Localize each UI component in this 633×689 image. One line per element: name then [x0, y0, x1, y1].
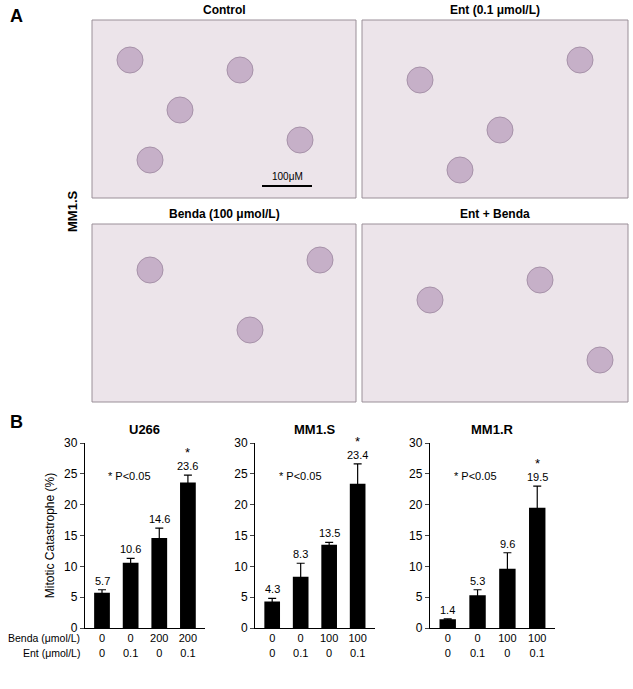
svg-text:Benda (μmol/L): Benda (μmol/L) — [8, 632, 80, 644]
svg-text:00.1: 00.1 — [470, 632, 485, 658]
svg-text:Ent (μmol/L): Ent (μmol/L) — [23, 647, 80, 659]
svg-text:0: 0 — [416, 621, 423, 635]
svg-text:1000: 1000 — [498, 632, 516, 658]
svg-text:00: 00 — [99, 632, 105, 658]
svg-text:A: A — [10, 6, 23, 26]
svg-text:10: 10 — [409, 560, 423, 574]
svg-text:0: 0 — [241, 621, 248, 635]
svg-text:Mitotic Catastrophe (%): Mitotic Catastrophe (%) — [43, 473, 57, 598]
svg-text:30: 30 — [234, 436, 248, 450]
svg-text:MM1.S: MM1.S — [294, 422, 336, 437]
svg-text:15: 15 — [64, 529, 78, 543]
svg-text:1000: 1000 — [320, 632, 338, 658]
svg-text:8.3: 8.3 — [293, 548, 308, 560]
svg-text:1000.1: 1000.1 — [348, 632, 366, 658]
svg-text:*: * — [355, 434, 360, 449]
svg-text:00.1: 00.1 — [123, 632, 138, 658]
svg-text:00.1: 00.1 — [293, 632, 308, 658]
svg-text:5: 5 — [416, 590, 423, 604]
svg-text:2000.1: 2000.1 — [179, 632, 197, 658]
svg-text:30: 30 — [409, 436, 423, 450]
svg-text:5: 5 — [71, 590, 78, 604]
svg-text:20: 20 — [409, 498, 423, 512]
svg-text:B: B — [10, 412, 23, 432]
svg-text:23.4: 23.4 — [347, 449, 368, 461]
svg-text:23.6: 23.6 — [177, 460, 198, 472]
svg-text:*: * — [535, 456, 540, 471]
svg-text:*: * — [185, 445, 190, 460]
svg-text:00: 00 — [269, 632, 275, 658]
svg-text:1000.1: 1000.1 — [528, 632, 546, 658]
svg-text:25: 25 — [234, 467, 248, 481]
svg-text:5.7: 5.7 — [95, 575, 110, 587]
svg-text:25: 25 — [409, 467, 423, 481]
svg-text:9.6: 9.6 — [500, 538, 515, 550]
svg-text:Ent + Benda: Ent + Benda — [460, 207, 530, 221]
svg-text:1.4: 1.4 — [440, 604, 455, 616]
svg-text:U266: U266 — [129, 422, 160, 437]
svg-text:10.6: 10.6 — [120, 543, 141, 555]
svg-text:13.5: 13.5 — [319, 527, 340, 539]
svg-text:10: 10 — [234, 560, 248, 574]
svg-text:MM1.R: MM1.R — [471, 422, 514, 437]
svg-text:4.3: 4.3 — [265, 583, 280, 595]
svg-text:14.6: 14.6 — [149, 513, 170, 525]
svg-text:25: 25 — [64, 467, 78, 481]
svg-text:2000: 2000 — [150, 632, 168, 658]
svg-text:100μM: 100μM — [272, 171, 303, 182]
svg-text:30: 30 — [64, 436, 78, 450]
svg-text:20: 20 — [234, 498, 248, 512]
svg-text:Benda (100 μmol/L): Benda (100 μmol/L) — [169, 207, 280, 221]
svg-text:* P<0.05: * P<0.05 — [279, 470, 322, 482]
svg-text:5: 5 — [241, 590, 248, 604]
svg-text:Ent (0.1 μmol/L): Ent (0.1 μmol/L) — [450, 3, 540, 17]
svg-text:00: 00 — [445, 632, 451, 658]
svg-text:15: 15 — [234, 529, 248, 543]
svg-text:* P<0.05: * P<0.05 — [454, 470, 497, 482]
svg-text:19.5: 19.5 — [527, 471, 548, 483]
svg-text:Control: Control — [203, 3, 246, 17]
svg-text:0: 0 — [71, 621, 78, 635]
svg-text:5.3: 5.3 — [470, 575, 485, 587]
svg-text:* P<0.05: * P<0.05 — [108, 470, 151, 482]
svg-text:10: 10 — [64, 560, 78, 574]
svg-text:MM1.S: MM1.S — [65, 191, 80, 233]
svg-text:20: 20 — [64, 498, 78, 512]
svg-text:15: 15 — [409, 529, 423, 543]
